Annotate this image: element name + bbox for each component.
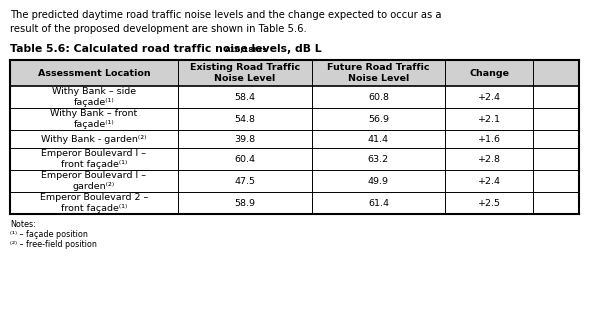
- Text: Withy Bank - garden⁽²⁾: Withy Bank - garden⁽²⁾: [41, 135, 147, 143]
- Text: 58.4: 58.4: [234, 93, 255, 101]
- Text: Future Road Traffic
Noise Level: Future Road Traffic Noise Level: [327, 63, 430, 83]
- Text: Withy Bank – front
façade⁽¹⁾: Withy Bank – front façade⁽¹⁾: [50, 109, 138, 129]
- Bar: [10, 170, 579, 192]
- Text: Withy Bank – side
façade⁽¹⁾: Withy Bank – side façade⁽¹⁾: [52, 87, 136, 107]
- Text: +2.1: +2.1: [478, 114, 501, 123]
- Text: 47.5: 47.5: [234, 176, 255, 185]
- Text: Emperor Boulevard I –
garden⁽²⁾: Emperor Boulevard I – garden⁽²⁾: [41, 171, 147, 191]
- Text: ⁽¹⁾ – façade position: ⁽¹⁾ – façade position: [10, 230, 88, 239]
- Text: 49.9: 49.9: [368, 176, 389, 185]
- Text: Notes:: Notes:: [10, 220, 36, 229]
- Text: result of the proposed development are shown in Table 5.6.: result of the proposed development are s…: [10, 24, 307, 34]
- Text: A10,18hrs: A10,18hrs: [225, 47, 268, 53]
- Text: 58.9: 58.9: [234, 198, 255, 208]
- Bar: [10, 130, 579, 148]
- Text: Emperor Boulevard 2 –
front façade⁽¹⁾: Emperor Boulevard 2 – front façade⁽¹⁾: [40, 193, 148, 213]
- Text: 60.4: 60.4: [234, 155, 255, 163]
- Bar: [10, 86, 579, 108]
- Bar: [10, 148, 579, 170]
- Text: 63.2: 63.2: [368, 155, 389, 163]
- Text: 41.4: 41.4: [368, 135, 389, 143]
- Text: ⁽²⁾ – free-field position: ⁽²⁾ – free-field position: [10, 240, 97, 249]
- Text: 60.8: 60.8: [368, 93, 389, 101]
- Text: Emperor Boulevard I –
front façade⁽¹⁾: Emperor Boulevard I – front façade⁽¹⁾: [41, 149, 147, 169]
- Text: Change: Change: [469, 68, 509, 78]
- Bar: [10, 60, 579, 86]
- Text: +2.4: +2.4: [478, 93, 501, 101]
- Bar: [10, 192, 579, 214]
- Text: +2.4: +2.4: [478, 176, 501, 185]
- Text: +2.5: +2.5: [478, 198, 501, 208]
- Text: 39.8: 39.8: [234, 135, 255, 143]
- Text: 56.9: 56.9: [368, 114, 389, 123]
- Text: 54.8: 54.8: [234, 114, 255, 123]
- Text: 61.4: 61.4: [368, 198, 389, 208]
- Text: Assessment Location: Assessment Location: [38, 68, 150, 78]
- Text: Existing Road Traffic
Noise Level: Existing Road Traffic Noise Level: [190, 63, 300, 83]
- Text: Table 5.6: Calculated road traffic noise levels, dB L: Table 5.6: Calculated road traffic noise…: [10, 44, 322, 54]
- Text: The predicted daytime road traffic noise levels and the change expected to occur: The predicted daytime road traffic noise…: [10, 10, 442, 20]
- Bar: [10, 108, 579, 130]
- Text: +2.8: +2.8: [478, 155, 501, 163]
- Text: +1.6: +1.6: [478, 135, 501, 143]
